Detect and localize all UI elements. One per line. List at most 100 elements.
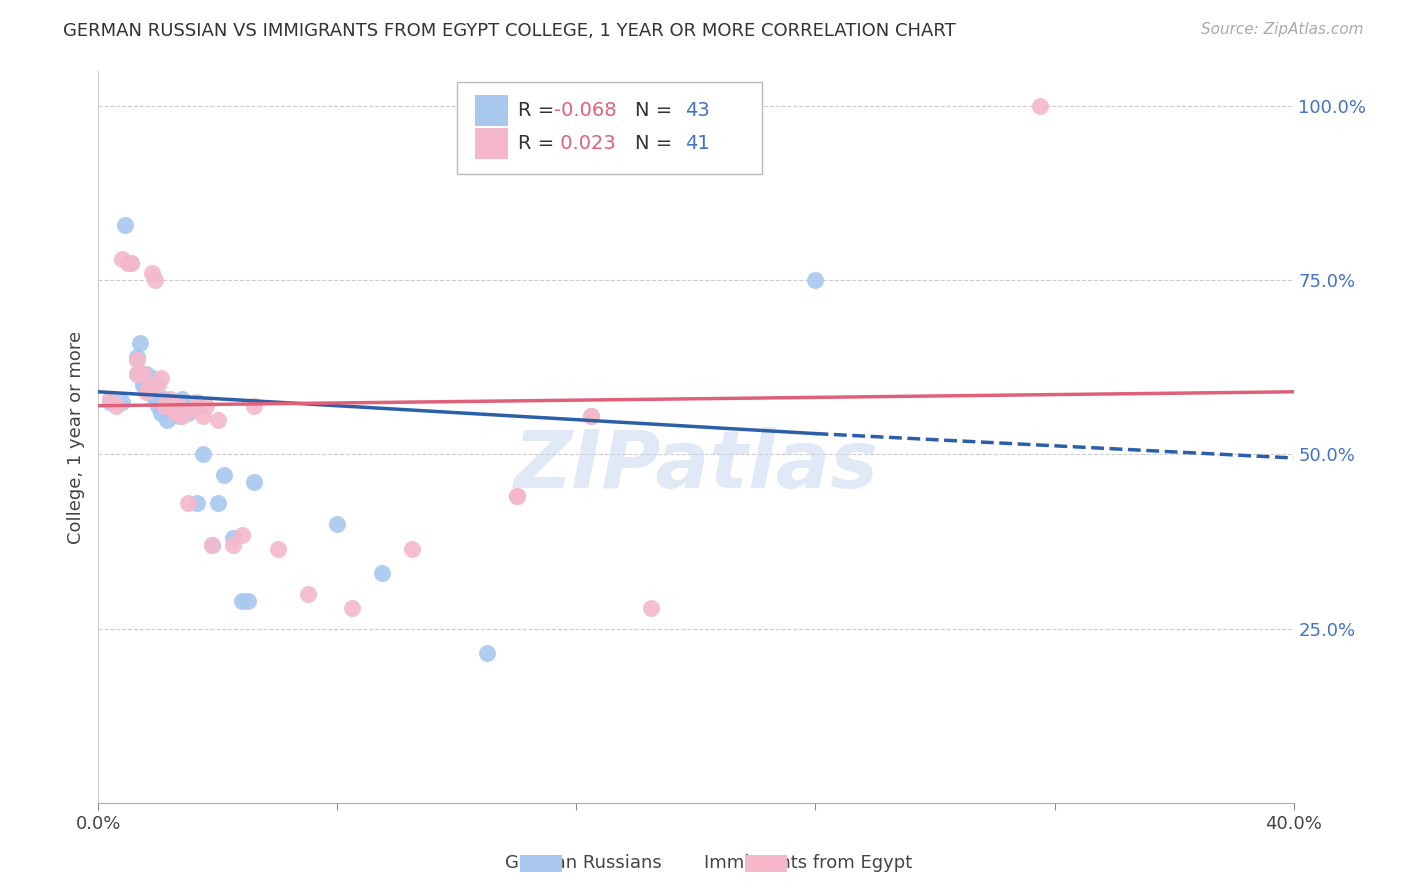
Text: Immigrants from Egypt: Immigrants from Egypt xyxy=(704,855,912,872)
Text: -0.068: -0.068 xyxy=(554,102,616,120)
Point xyxy=(135,371,157,385)
Point xyxy=(120,256,142,270)
Text: R =: R = xyxy=(517,135,561,153)
Text: GERMAN RUSSIAN VS IMMIGRANTS FROM EGYPT COLLEGE, 1 YEAR OR MORE CORRELATION CHAR: GERMAN RUSSIAN VS IMMIGRANTS FROM EGYPT … xyxy=(63,22,956,40)
Point xyxy=(191,409,214,424)
Point xyxy=(148,399,170,413)
Point xyxy=(201,538,224,552)
Text: R =: R = xyxy=(517,102,561,120)
Point xyxy=(141,377,163,392)
Point xyxy=(129,336,152,351)
Point xyxy=(222,538,245,552)
Point xyxy=(117,256,139,270)
Point xyxy=(132,375,155,389)
Point xyxy=(135,368,157,382)
Y-axis label: College, 1 year or more: College, 1 year or more xyxy=(66,331,84,543)
Point xyxy=(138,377,160,392)
Text: N =: N = xyxy=(636,102,679,120)
Point xyxy=(231,527,253,541)
Text: German Russians: German Russians xyxy=(505,855,662,872)
Point xyxy=(243,475,266,490)
Point xyxy=(165,395,187,409)
Point xyxy=(98,395,122,409)
Point xyxy=(186,496,208,510)
Point xyxy=(162,402,184,417)
Point xyxy=(150,406,173,420)
Point xyxy=(212,468,235,483)
Point xyxy=(401,541,423,556)
Point xyxy=(132,368,155,382)
Point xyxy=(177,399,200,413)
Point xyxy=(581,409,603,424)
Point xyxy=(127,350,149,364)
FancyBboxPatch shape xyxy=(475,95,509,126)
Point xyxy=(127,353,149,368)
Point xyxy=(222,531,245,545)
Point xyxy=(177,496,200,510)
Point xyxy=(138,384,160,399)
Point xyxy=(201,538,224,552)
Text: ZIPatlas: ZIPatlas xyxy=(513,427,879,506)
Point xyxy=(156,412,179,426)
FancyBboxPatch shape xyxy=(457,82,762,174)
Point xyxy=(640,600,662,615)
Point xyxy=(111,252,134,267)
FancyBboxPatch shape xyxy=(475,128,509,159)
Point xyxy=(172,392,194,406)
Point xyxy=(207,496,229,510)
Point xyxy=(141,371,163,385)
Point xyxy=(98,392,122,406)
Point xyxy=(506,489,529,503)
Point xyxy=(162,402,184,417)
Point xyxy=(159,392,181,406)
Point xyxy=(167,409,190,424)
Text: 43: 43 xyxy=(685,102,710,120)
Point xyxy=(127,368,149,382)
Point xyxy=(156,395,179,409)
Point xyxy=(167,399,190,413)
Point xyxy=(127,368,149,382)
Point xyxy=(231,594,253,608)
Point xyxy=(1028,99,1050,113)
Point xyxy=(141,266,163,280)
Text: 0.023: 0.023 xyxy=(554,135,616,153)
Point xyxy=(114,218,136,232)
Point xyxy=(581,409,603,424)
Point xyxy=(243,399,266,413)
Point xyxy=(143,377,166,392)
Point xyxy=(132,377,155,392)
Point xyxy=(191,448,214,462)
Point xyxy=(371,566,394,580)
Point xyxy=(172,409,194,424)
Point xyxy=(506,489,529,503)
Point xyxy=(111,395,134,409)
Point xyxy=(804,273,827,287)
Point xyxy=(177,406,200,420)
Text: Source: ZipAtlas.com: Source: ZipAtlas.com xyxy=(1201,22,1364,37)
Point xyxy=(135,384,157,399)
Point xyxy=(165,406,187,420)
Point xyxy=(159,395,181,409)
Point xyxy=(143,273,166,287)
Point xyxy=(105,399,128,413)
Point xyxy=(183,402,205,417)
Point xyxy=(117,256,139,270)
Point xyxy=(150,395,173,409)
Point xyxy=(153,392,176,406)
Point xyxy=(153,399,176,413)
Point xyxy=(207,412,229,426)
Point xyxy=(195,399,218,413)
Point xyxy=(475,646,498,660)
Point xyxy=(236,594,259,608)
Point xyxy=(120,256,142,270)
Point xyxy=(326,517,349,532)
Point xyxy=(186,395,208,409)
Text: N =: N = xyxy=(636,135,679,153)
Text: 41: 41 xyxy=(685,135,710,153)
Point xyxy=(297,587,319,601)
Point xyxy=(150,371,173,385)
Point xyxy=(148,377,170,392)
Point xyxy=(148,392,170,406)
Point xyxy=(143,392,166,406)
Point xyxy=(267,541,290,556)
